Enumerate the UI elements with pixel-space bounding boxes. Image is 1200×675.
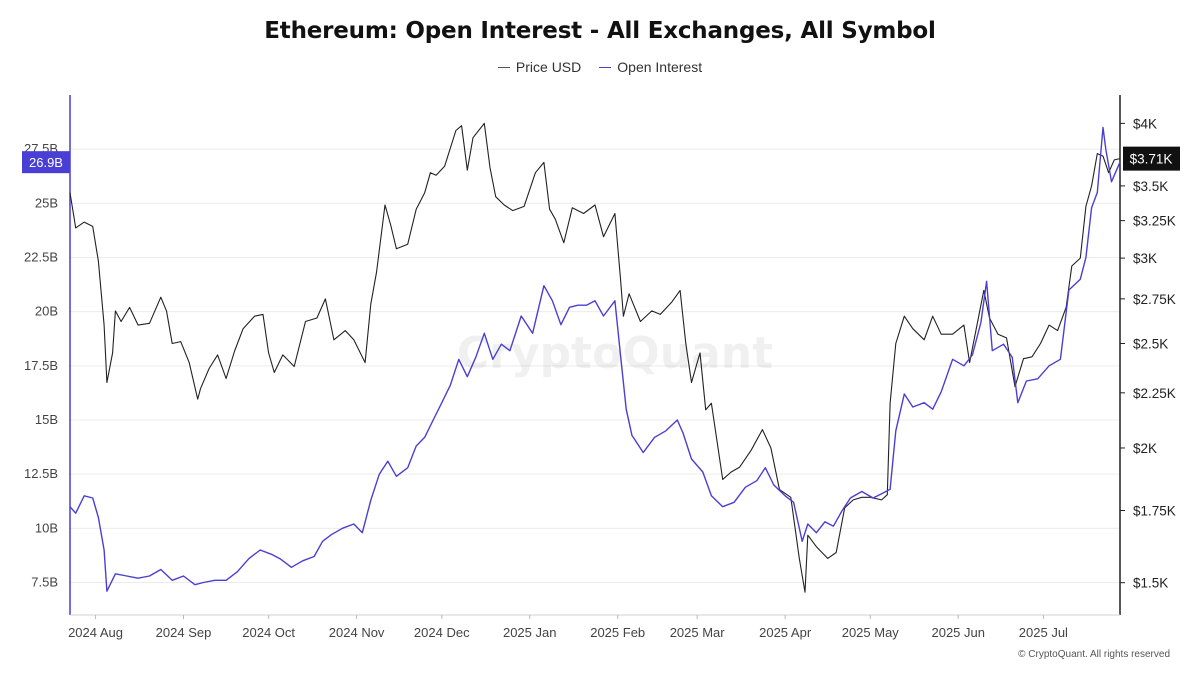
open-interest-current-badge	[22, 151, 70, 174]
x-tick-label: 2024 Nov	[329, 625, 385, 640]
legend-swatch-open-interest	[599, 66, 612, 68]
x-tick-label: 2025 Apr	[759, 625, 812, 640]
y-left-tick-label: 25B	[35, 195, 58, 210]
y-right-tick-label: $1.5K	[1133, 576, 1168, 591]
price-series-line	[69, 122, 1121, 593]
legend-item-open-interest[interactable]: Open Interest	[599, 59, 702, 75]
open-interest-series-line	[69, 126, 1121, 592]
y-left-tick-label: 10B	[35, 520, 58, 535]
legend-item-price[interactable]: Price USD	[497, 59, 582, 75]
chart-title: Ethereum: Open Interest - All Exchanges,…	[264, 18, 936, 44]
x-tick-label: 2025 Jul	[1019, 625, 1068, 640]
watermark: CryptoQuant	[457, 328, 773, 379]
y-right-tick-label: $2K	[1133, 441, 1157, 456]
y-left-tick-label: 15B	[35, 412, 58, 427]
y-right-tick-label: $2.25K	[1133, 386, 1176, 401]
open-interest-current-value: 26.9B	[29, 155, 63, 170]
price-current-badge	[1123, 146, 1180, 171]
y-left-tick-label: 12.5B	[24, 466, 58, 481]
x-tick-label: 2025 Feb	[590, 625, 645, 640]
legend: Price USD Open Interest	[0, 59, 1200, 75]
y-left-tick-label: 17.5B	[24, 358, 58, 373]
y-left-tick-label: 22.5B	[24, 250, 58, 265]
y-right-tick-label: $3.5K	[1133, 179, 1168, 194]
legend-swatch-price	[497, 66, 510, 68]
legend-label-price: Price USD	[515, 59, 582, 75]
y-right-tick-label: $4K	[1133, 116, 1157, 131]
price-current-value: $3.71K	[1130, 152, 1173, 167]
y-left-tick-label: 7.5B	[31, 575, 58, 590]
y-left-tick-label: 20B	[35, 304, 58, 319]
x-tick-label: 2024 Oct	[242, 625, 295, 640]
x-tick-label: 2024 Dec	[414, 625, 470, 640]
y-right-tick-label: $3.25K	[1133, 214, 1176, 229]
x-tick-label: 2025 Mar	[670, 625, 726, 640]
x-tick-label: 2024 Aug	[68, 625, 123, 640]
x-tick-label: 2025 Jun	[931, 625, 985, 640]
x-tick-label: 2024 Sep	[156, 625, 212, 640]
y-right-tick-label: $1.75K	[1133, 504, 1176, 519]
y-right-tick-label: $3K	[1133, 251, 1157, 266]
y-right-tick-label: $2.75K	[1133, 292, 1176, 307]
y-right-tick-label: $2.5K	[1133, 336, 1168, 351]
x-tick-label: 2025 Jan	[503, 625, 557, 640]
legend-label-open-interest: Open Interest	[617, 59, 703, 75]
copyright-footer: © CryptoQuant. All rights reserved	[1018, 649, 1170, 660]
x-tick-label: 2025 May	[842, 625, 900, 640]
